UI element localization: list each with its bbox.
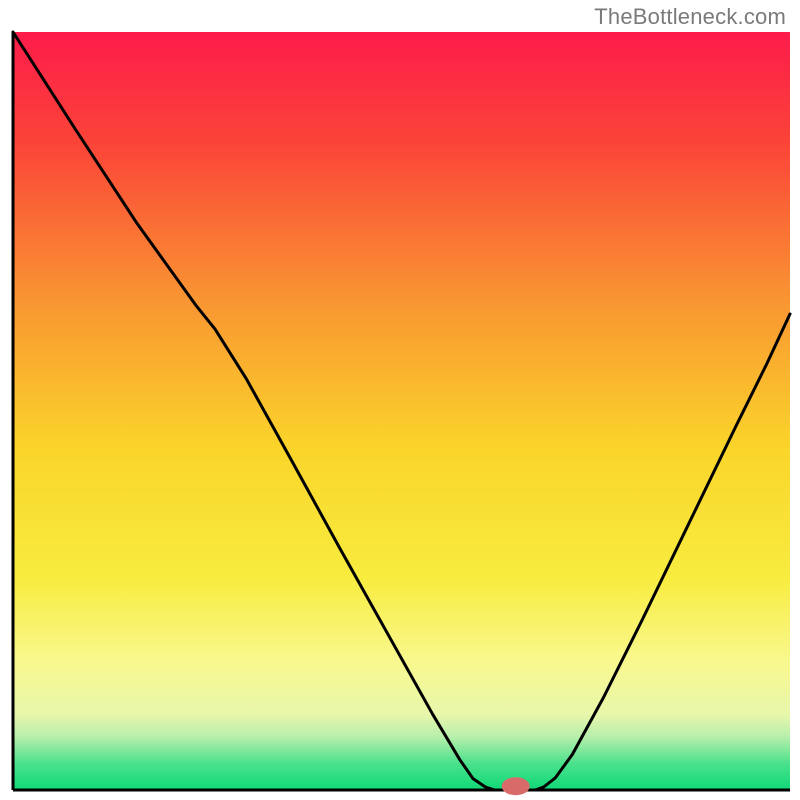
watermark-text: TheBottleneck.com — [594, 4, 786, 30]
optimal-marker — [502, 777, 530, 795]
gradient-background — [13, 32, 790, 790]
chart-svg — [0, 0, 800, 800]
bottleneck-chart: TheBottleneck.com — [0, 0, 800, 800]
plot-area — [13, 32, 790, 795]
